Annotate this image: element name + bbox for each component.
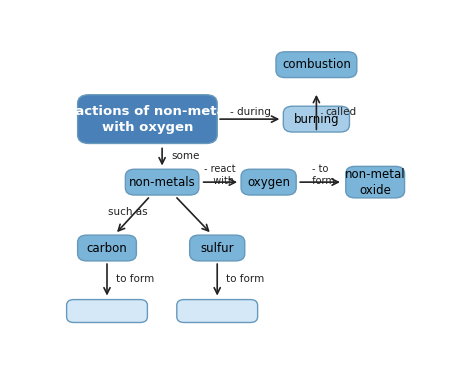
FancyBboxPatch shape (66, 299, 147, 323)
Text: Reactions of non-metals
with oxygen: Reactions of non-metals with oxygen (56, 105, 238, 134)
Text: burning: burning (293, 113, 339, 126)
Text: some: some (171, 151, 200, 161)
Text: to form: to form (116, 274, 155, 284)
Text: - to
  form: - to form (306, 164, 335, 186)
FancyBboxPatch shape (276, 52, 357, 78)
Text: - during: - during (230, 107, 271, 117)
Text: oxygen: oxygen (247, 176, 290, 189)
Text: combustion: combustion (282, 58, 351, 71)
Text: - react
  with: - react with (204, 164, 236, 186)
FancyBboxPatch shape (78, 95, 217, 144)
Text: non-metals: non-metals (129, 176, 195, 189)
Text: sulfur: sulfur (201, 241, 234, 254)
Text: carbon: carbon (87, 241, 128, 254)
FancyBboxPatch shape (125, 169, 199, 195)
Text: called: called (326, 107, 357, 117)
Text: such as: such as (108, 207, 147, 217)
FancyBboxPatch shape (190, 235, 245, 261)
FancyBboxPatch shape (177, 299, 258, 323)
FancyBboxPatch shape (283, 106, 349, 132)
Text: non-metal
oxide: non-metal oxide (345, 168, 405, 197)
FancyBboxPatch shape (241, 169, 296, 195)
FancyBboxPatch shape (78, 235, 137, 261)
Text: to form: to form (227, 274, 264, 284)
FancyBboxPatch shape (346, 166, 405, 198)
